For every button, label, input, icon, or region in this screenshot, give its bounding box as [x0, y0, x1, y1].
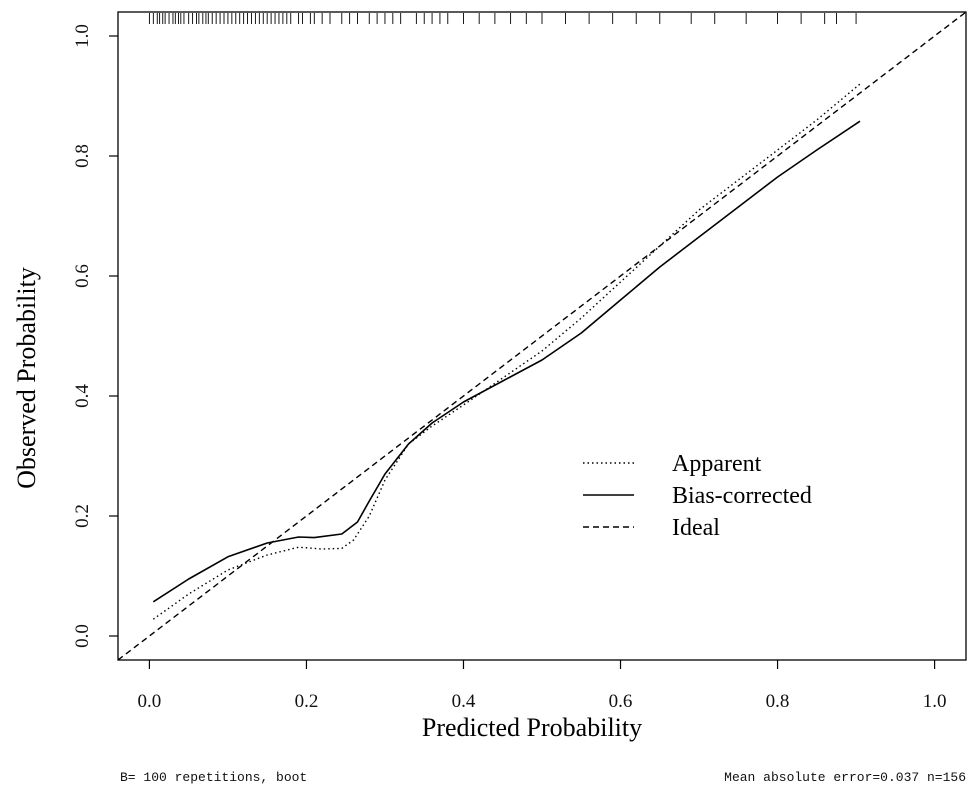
legend-label-bias-corrected: Bias-corrected [672, 483, 812, 509]
y-tick-label: 0.2 [72, 504, 93, 528]
y-tick-label: 0.8 [72, 144, 93, 168]
footnote-repetitions: B= 100 repetitions, boot [120, 770, 307, 785]
legend-label-ideal: Ideal [672, 515, 720, 541]
y-tick-label: 0.6 [72, 264, 93, 288]
x-axis-ticks: 0.0 0.2 0.4 0.6 0.8 1.0 [138, 660, 947, 712]
footnote-mean-absolute-error: Mean absolute error=0.037 n=156 [724, 770, 966, 785]
rug-marks [148, 13, 857, 24]
legend: Apparent Bias-corrected Ideal [583, 451, 812, 541]
y-tick-label: 0.0 [72, 624, 93, 648]
plot-frame [117, 11, 967, 661]
y-axis-title: Observed Probability [12, 267, 41, 489]
series-line-apparent [152, 83, 861, 620]
legend-label-apparent: Apparent [672, 451, 762, 477]
x-tick-label: 0.2 [295, 691, 319, 712]
x-tick-label: 0.0 [138, 691, 162, 712]
x-tick-label: 0.8 [766, 691, 790, 712]
y-axis-ticks: 0.0 0.2 0.4 0.6 0.8 1.0 [72, 24, 118, 648]
series-lines [118, 12, 966, 660]
y-tick-label: 1.0 [72, 24, 93, 48]
x-tick-label: 1.0 [923, 691, 947, 712]
x-tick-label: 0.6 [609, 691, 633, 712]
y-tick-label: 0.4 [72, 384, 93, 408]
series-line-bias-corrected [152, 120, 861, 603]
x-axis-title: Predicted Probability [422, 713, 642, 742]
series-line-ideal [118, 12, 966, 660]
x-tick-label: 0.4 [452, 691, 476, 712]
